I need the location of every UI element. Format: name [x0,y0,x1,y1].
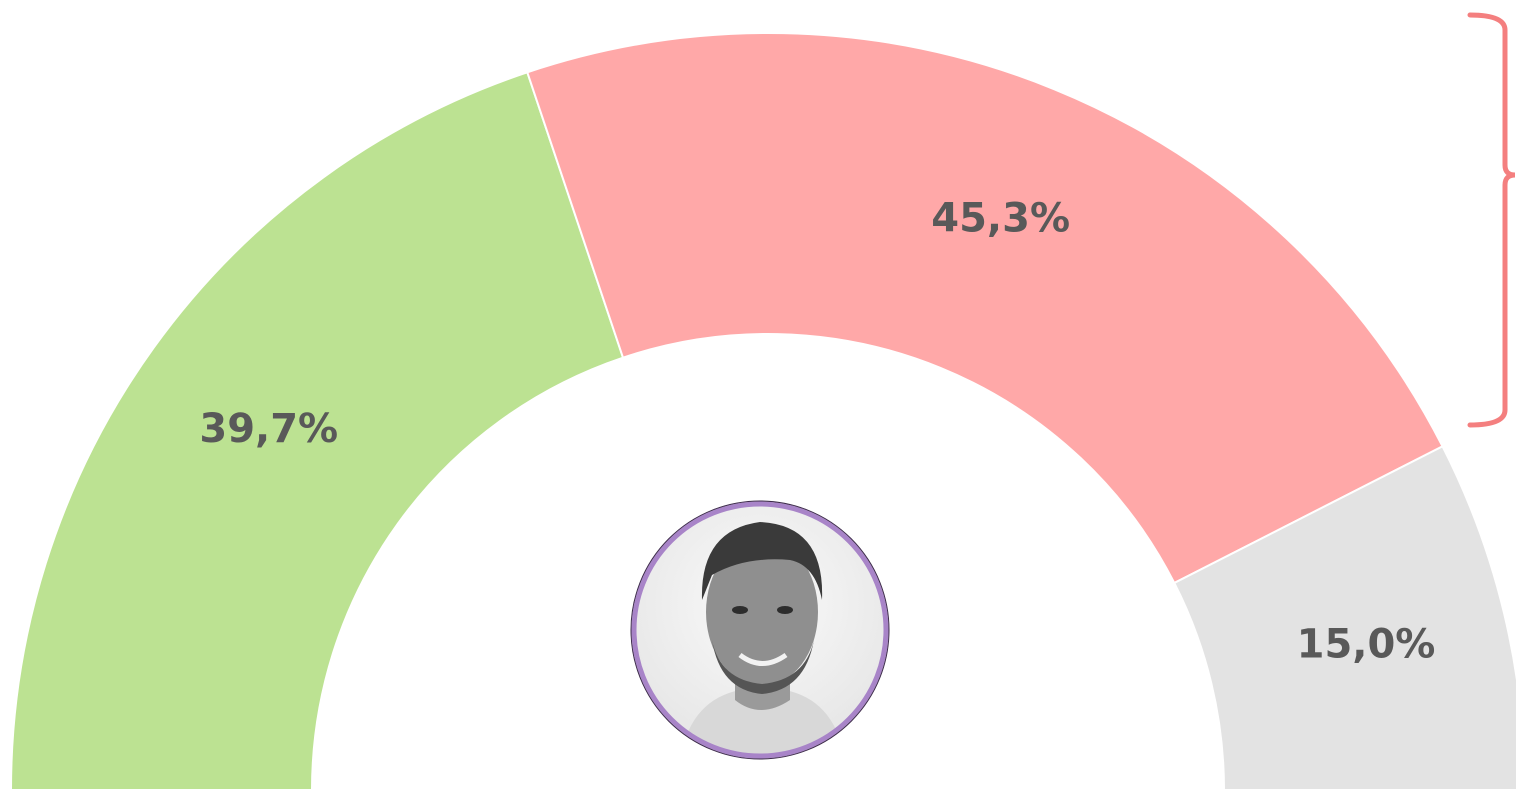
chart: 39,7% 45,3% 15,0% [0,0,1516,790]
value-label: 15,0% [1297,621,1436,667]
page: 39,7%45,3%15,0% (() => { const data = JS… [0,0,1516,790]
bracket [1470,15,1515,425]
value-label: 39,7% [199,406,338,452]
wedge [527,33,1442,583]
avatar [630,500,890,760]
value-label: 45,3% [931,196,1070,242]
